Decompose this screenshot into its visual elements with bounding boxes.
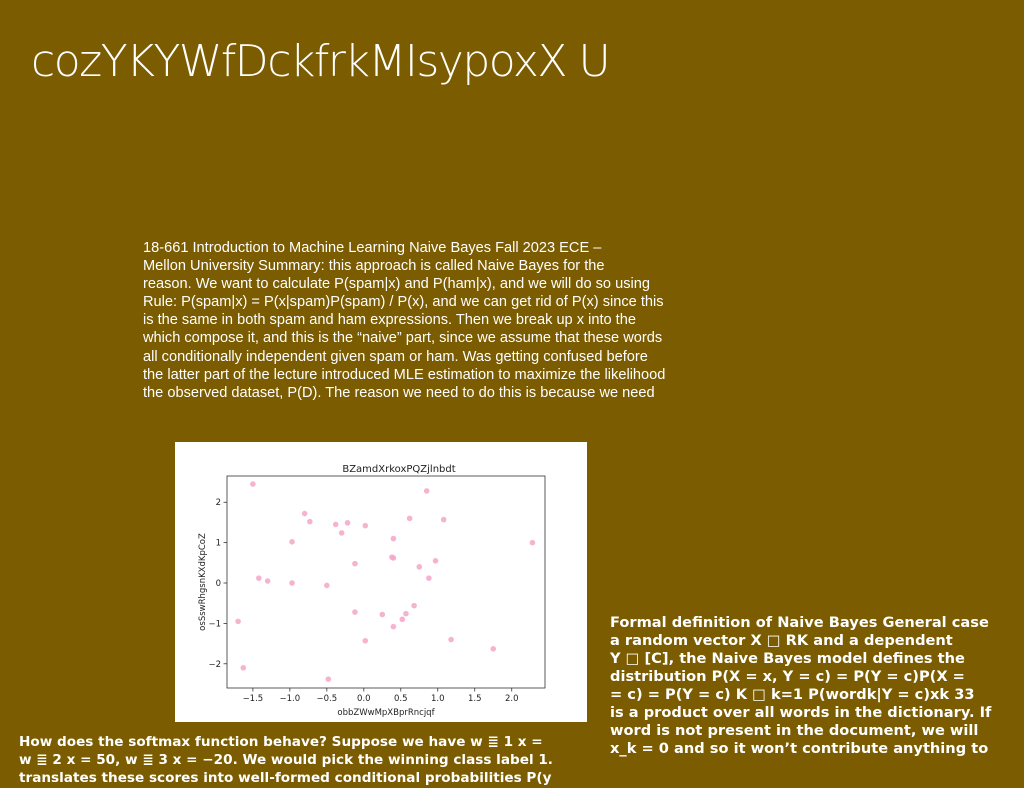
scatter-figure: BZamdXrkoxPQZjlnbdt −1.5 −1.0 −0.5 0.0 0.5 1.… — [175, 442, 587, 722]
scatter-point — [490, 646, 497, 652]
summary-line: all conditionally independent given spam… — [143, 348, 648, 365]
scatter-point — [416, 564, 423, 570]
scatter-point — [426, 575, 432, 581]
scatter-point — [338, 530, 345, 536]
definition-line: x_k = 0 and so it won’t contribute anyth… — [610, 740, 989, 757]
y-tick-label: 1 — [216, 539, 221, 549]
y-tick-label: −2 — [208, 660, 221, 670]
summary-line: reason. We want to calculate P(spam|x) a… — [143, 276, 650, 293]
softmax-paragraph: How does the softmax function behave? Su… — [19, 733, 609, 787]
summary-paragraph: 18-661 Introduction to Machine Learning … — [143, 239, 718, 402]
page-title: cozYKYWfDckfrkMIsypoxX U — [31, 36, 611, 87]
scatter-point — [440, 516, 447, 523]
scatter-point — [307, 518, 313, 525]
chart-title: BZamdXrkoxPQZjlnbdt — [342, 464, 455, 475]
x-tick-label: −1.5 — [243, 694, 264, 704]
definition-line: Y □ [C], the Naive Bayes model defines t… — [610, 650, 965, 667]
y-tick-label: −1 — [208, 619, 221, 629]
definition-line: Formal definition of Naive Bayes General… — [610, 614, 989, 631]
scatter-point — [529, 539, 536, 546]
scatter-point — [390, 555, 397, 561]
scatter-point — [344, 520, 351, 526]
x-tick-label: 2.0 — [505, 694, 519, 704]
summary-line: Rule: P(spam|x) = P(x|spam)P(spam) / P(x… — [143, 294, 664, 311]
x-tick-label: 0.0 — [357, 694, 371, 704]
softmax-line: How does the softmax function behave? Su… — [19, 734, 543, 750]
y-tick-label: 0 — [216, 579, 221, 589]
scatter-point — [423, 488, 430, 494]
scatter-point — [379, 611, 386, 618]
scatter-point — [324, 582, 330, 589]
scatter-point — [264, 578, 271, 584]
summary-line: the latter part of the lecture introduce… — [143, 366, 666, 383]
definition-line: a random vector X □ RK and a dependent — [610, 632, 953, 649]
scatter-point — [399, 616, 406, 623]
scatter-chart: BZamdXrkoxPQZjlnbdt −1.5 −1.0 −0.5 0.0 0.5 1.… — [198, 464, 546, 718]
definition-line: word is not present in the document, we … — [610, 722, 979, 739]
scatter-point — [235, 618, 241, 625]
scatter-point — [250, 481, 256, 487]
scatter-point — [332, 521, 339, 528]
scatter-point — [390, 535, 397, 542]
x-tick-label: 1.5 — [468, 694, 482, 704]
scatter-point — [406, 515, 413, 522]
scatter-point — [362, 637, 369, 644]
summary-line: 18-661 Introduction to Machine Learning … — [143, 240, 602, 256]
summary-line: is the same in both spam and ham express… — [143, 312, 636, 329]
scatter-point — [390, 623, 397, 630]
scatter-point — [403, 610, 409, 617]
formal-definition-paragraph: Formal definition of Naive Bayes General… — [610, 614, 1024, 758]
definition-line: distribution P(X = x, Y = c) = P(Y = c)P… — [610, 668, 965, 685]
definition-line: = c) = P(Y = c) K □ k=1 P(wordk|Y = c)xk… — [610, 686, 975, 703]
x-tick-label: −1.0 — [280, 694, 301, 704]
scatter-point — [289, 580, 295, 586]
x-axis-label: obbZWwMpXBprRncjqf — [337, 708, 435, 718]
scatter-point — [352, 560, 358, 567]
scatter-point — [256, 575, 262, 581]
summary-line: the observed dataset, P(D). The reason w… — [143, 384, 655, 401]
summary-line: which compose it, and this is the “naive… — [143, 330, 663, 347]
softmax-line: translates these scores into well-formed… — [19, 770, 552, 786]
y-axis-label: osSswRhgsnKXdKpCoZ — [198, 533, 208, 631]
scatter-point — [289, 539, 295, 545]
definition-line: is a product over all words in the dicti… — [610, 704, 992, 721]
scatter-point — [352, 609, 358, 615]
plot-frame — [226, 475, 546, 689]
x-tick-label: 1.0 — [431, 694, 445, 704]
scatter-point — [448, 636, 454, 643]
scatter-point — [362, 522, 369, 529]
scatter-point — [411, 602, 417, 609]
scatter-point — [240, 665, 247, 671]
y-tick-label: 2 — [216, 498, 221, 508]
x-tick-label: 0.5 — [394, 694, 408, 704]
scatter-point — [325, 676, 332, 682]
summary-line: Mellon University Summary: this approach… — [143, 258, 605, 275]
scatter-point — [301, 510, 308, 517]
softmax-line: w ≣ 2 x = 50, w ≣ 3 x = −20. We would pi… — [19, 752, 553, 768]
x-tick-label: −0.5 — [317, 694, 338, 704]
scatter-point — [432, 558, 439, 564]
